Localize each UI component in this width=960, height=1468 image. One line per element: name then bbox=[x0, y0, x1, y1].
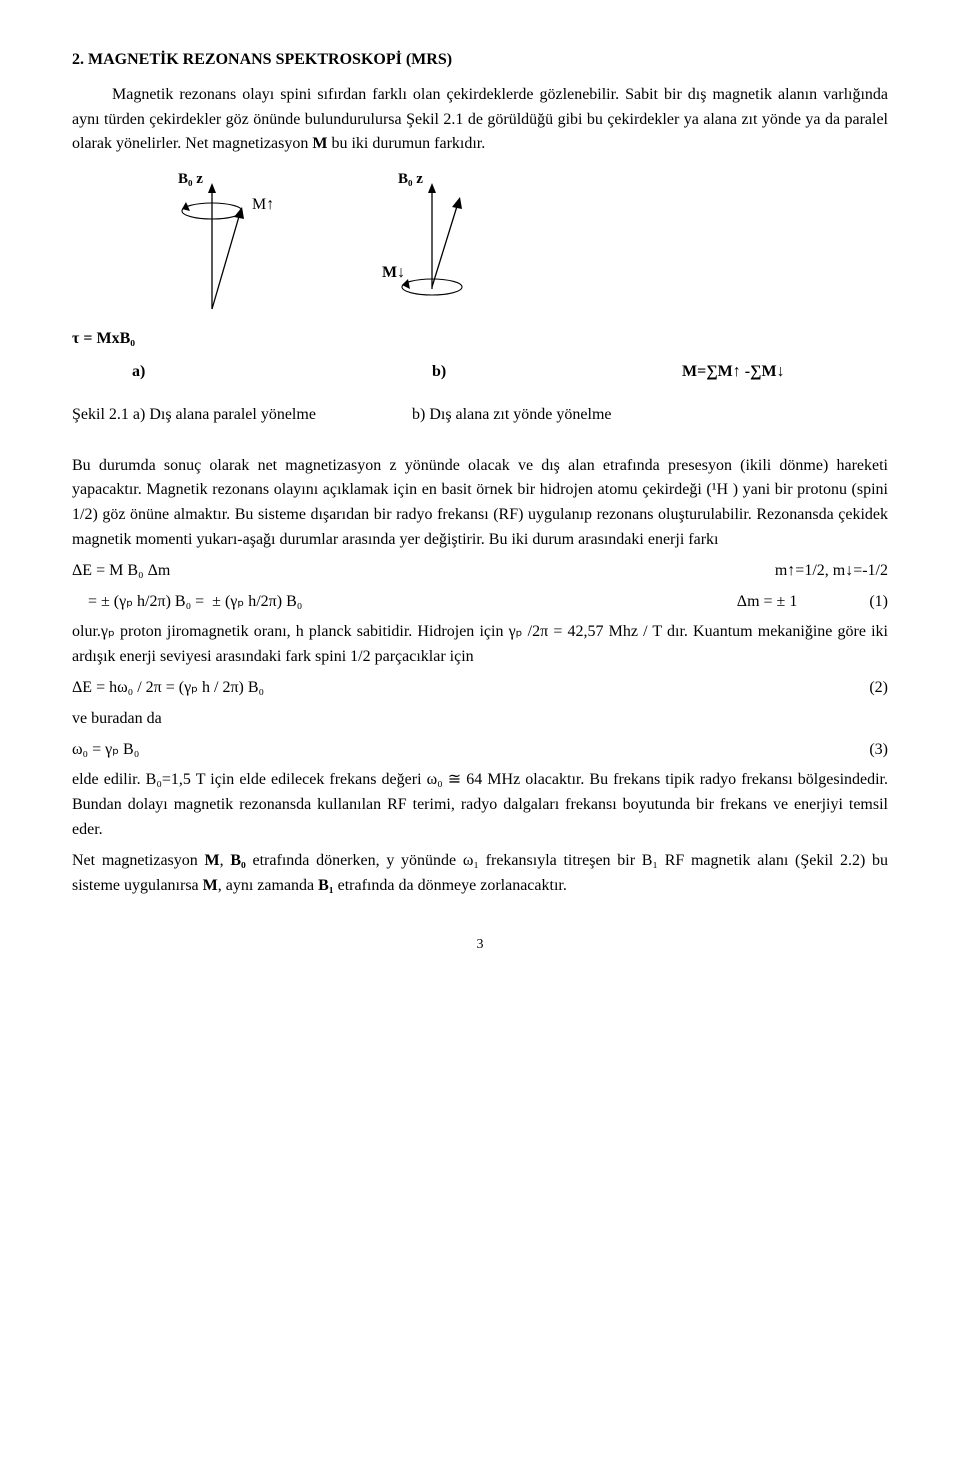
paragraph-6: Net magnetizasyon M, B₀ etrafında dönerk… bbox=[72, 849, 888, 899]
figure-2-1-caption-a: Şekil 2.1 a) Dış alana paralel yönelme bbox=[72, 403, 412, 428]
axis-z-arrow-a bbox=[208, 183, 216, 193]
eq2-right: Δm = ± 1 (1) bbox=[707, 590, 888, 615]
label-M-up: M↑ bbox=[252, 196, 274, 213]
eq1-left: ΔE = M B₀ Δm bbox=[72, 559, 745, 584]
eq4-right: (3) bbox=[839, 738, 888, 763]
figure-2-1-a: B₀ z M↑ bbox=[152, 169, 322, 319]
diagram-a-svg: B₀ z M↑ bbox=[152, 169, 322, 319]
p6-h: B₁ bbox=[318, 877, 333, 894]
equation-1-line-1: ΔE = M B₀ Δm m↑=1/2, m↓=-1/2 bbox=[72, 559, 888, 584]
figure-2-1-labels-row: a) b) M=∑M↑ -∑M↓ bbox=[72, 360, 888, 385]
equation-1-line-2: = ± (γₚ h/2π) B₀ = ± (γₚ h/2π) B₀ Δm = ±… bbox=[72, 590, 888, 615]
figure-2-1-caption: Şekil 2.1 a) Dış alana paralel yönelme b… bbox=[72, 403, 888, 428]
p6-a: Net magnetizasyon bbox=[72, 852, 205, 869]
section-title: 2. MAGNETİK REZONANS SPEKTROSKOPİ (MRS) bbox=[72, 48, 888, 73]
vector-M-b-arrow bbox=[452, 197, 462, 209]
label-B0z-b: B₀ z bbox=[398, 171, 423, 187]
p6-d: B₀ bbox=[230, 852, 245, 869]
label-M-down: M↓ bbox=[382, 264, 405, 281]
eq4-left: ω₀ = γₚ B₀ bbox=[72, 738, 839, 763]
eq3-left: ΔE = hω₀ / 2π = (γₚ h / 2π) B₀ bbox=[72, 676, 839, 701]
vector-M-b bbox=[432, 203, 458, 287]
eq3-right: (2) bbox=[839, 676, 888, 701]
label-b: b) bbox=[432, 363, 446, 380]
equation-3: ω₀ = γₚ B₀ (3) bbox=[72, 738, 888, 763]
intro-bold-M: M bbox=[312, 135, 327, 152]
paragraph-4: ve buradan da bbox=[72, 707, 888, 732]
label-M-equation: M=∑M↑ -∑M↓ bbox=[682, 363, 785, 380]
ellipse-arrowhead-a bbox=[182, 202, 190, 211]
tau-equation: τ = MxB₀ bbox=[72, 327, 888, 352]
equation-2: ΔE = hω₀ / 2π = (γₚ h / 2π) B₀ (2) bbox=[72, 676, 888, 701]
axis-z-arrow-b bbox=[428, 183, 436, 193]
label-B0z-a: B₀ z bbox=[178, 171, 203, 187]
eq1-right: m↑=1/2, m↓=-1/2 bbox=[745, 559, 888, 584]
p6-f: M bbox=[203, 877, 218, 894]
paragraph-3: olur.γₚ proton jiromagnetik oranı, h pla… bbox=[72, 620, 888, 670]
label-a: a) bbox=[132, 363, 145, 380]
eq2-left: = ± (γₚ h/2π) B₀ = ± (γₚ h/2π) B₀ bbox=[72, 590, 707, 615]
tau-text: τ = MxB₀ bbox=[72, 330, 135, 347]
figure-2-1-caption-b: b) Dış alana zıt yönde yönelme bbox=[412, 403, 612, 428]
paragraph-5: elde edilir. B₀=1,5 T için elde edilecek… bbox=[72, 768, 888, 842]
page-number: 3 bbox=[72, 934, 888, 956]
vector-M-up bbox=[212, 213, 240, 309]
paragraph-2: Bu durumda sonuç olarak net magnetizasyo… bbox=[72, 454, 888, 553]
p6-b: M bbox=[205, 852, 220, 869]
p6-g: , aynı zamanda bbox=[218, 877, 318, 894]
paragraph-intro: Magnetik rezonans olayı spini sıfırdan f… bbox=[72, 83, 888, 157]
diagram-b-svg: B₀ z M↓ bbox=[362, 169, 602, 319]
figure-2-1-b: B₀ z M↓ bbox=[362, 169, 602, 319]
intro-text-2: bu iki durumun farkıdır. bbox=[327, 135, 485, 152]
p6-i: etrafında da dönmeye zorlanacaktır. bbox=[334, 877, 567, 894]
vector-M-up-arrow bbox=[234, 207, 244, 219]
figure-2-1: B₀ z M↑ B₀ z bbox=[152, 169, 888, 319]
p6-c: , bbox=[220, 852, 231, 869]
